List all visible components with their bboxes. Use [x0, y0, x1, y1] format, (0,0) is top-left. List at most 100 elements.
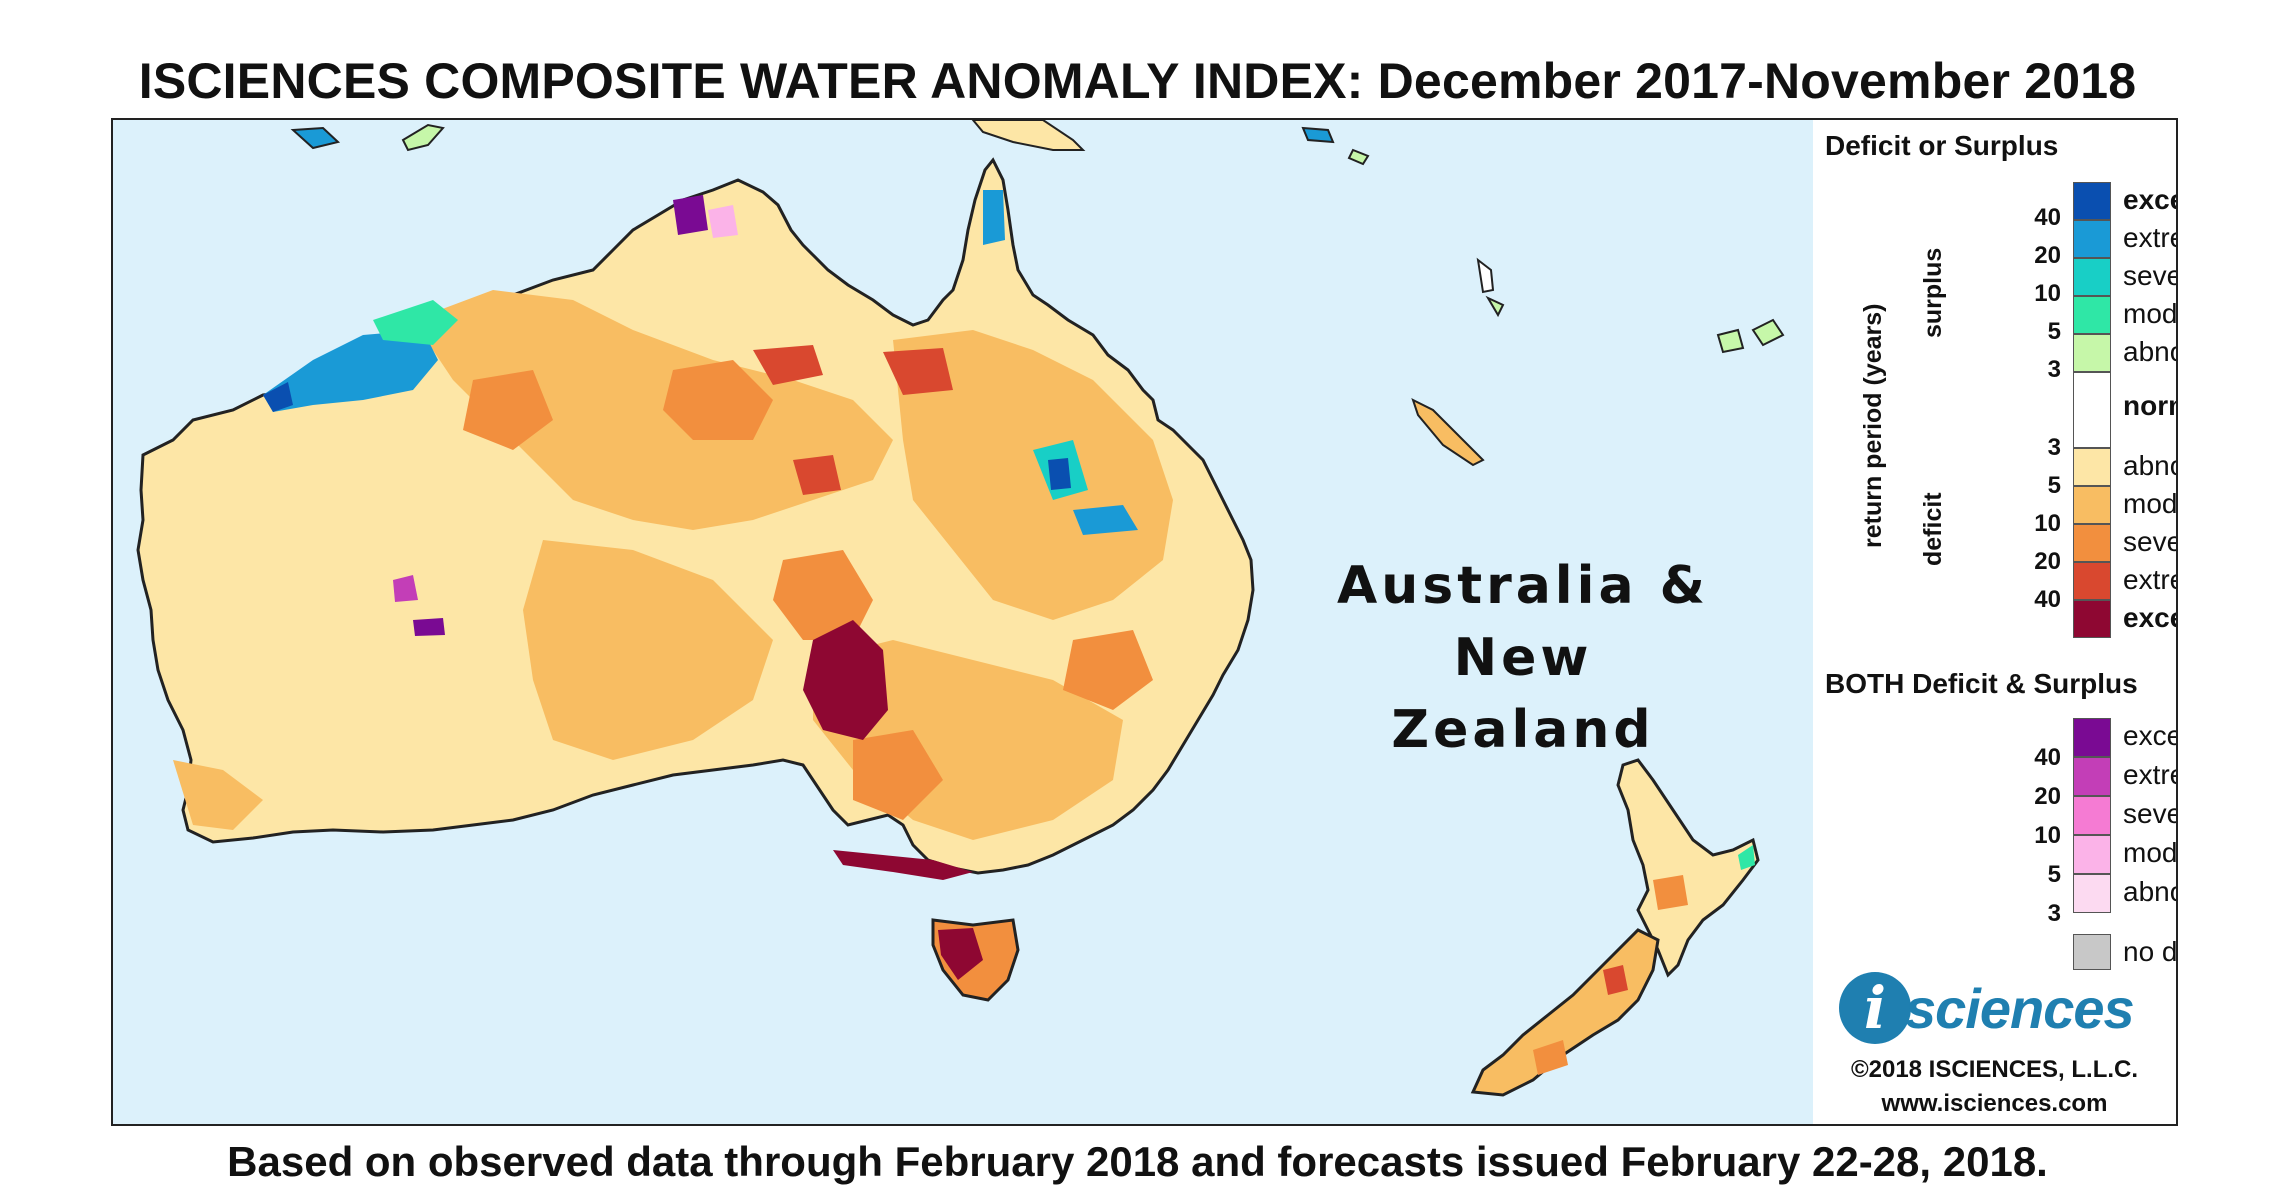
nz-north-severe-deficit	[1653, 875, 1688, 910]
severe-deficit-patch-5	[853, 730, 943, 820]
legend-surplus-tick-0: 40	[2034, 204, 2061, 231]
legend-surplus-tick-2: 10	[2034, 280, 2061, 307]
legend-deficit-label-2: severe	[2123, 526, 2176, 557]
both-severe-west	[393, 575, 418, 602]
severe-deficit-patch-2	[463, 370, 553, 450]
legend-deficit-tick-3: 20	[2034, 548, 2061, 575]
both-exceptional-north	[673, 195, 708, 235]
legend-both-swatch-1	[2073, 757, 2111, 796]
island-fragment-6	[1476, 257, 1495, 294]
legend-both-tick-3: 5	[2047, 861, 2061, 888]
new-zealand-north-island	[1616, 758, 1760, 978]
legend-surplus-tick-4: 3	[2047, 356, 2061, 383]
new-guinea-fragment-1	[290, 126, 341, 150]
extreme-deficit-north-1	[753, 345, 823, 385]
island-fragment-4	[1301, 126, 1335, 144]
legend-surplus-swatch-4	[2073, 334, 2111, 372]
both-moderate-north	[708, 205, 738, 238]
isciences-logo-circle	[1839, 972, 1911, 1044]
legend-surplus-label-1: extreme	[2123, 222, 2176, 253]
severe-deficit-patch-3	[773, 550, 873, 640]
moderate-surplus-northwest	[373, 300, 458, 345]
moderate-deficit-region-southwest	[173, 760, 263, 830]
exceptional-deficit-central	[803, 620, 888, 740]
exceptional-surplus-northwest	[263, 382, 293, 412]
new-zealand-south-island	[1470, 928, 1660, 1097]
legend-deficit-swatch-0	[2073, 448, 2111, 486]
legend-swatch-normal	[2073, 372, 2111, 448]
moderate-deficit-region-central	[523, 540, 773, 760]
legend-surplus-tick-1: 20	[2034, 242, 2061, 269]
new-guinea-fragment-2	[401, 123, 445, 152]
nz-north-surplus	[1738, 845, 1755, 870]
extreme-deficit-north-2	[883, 348, 953, 395]
tasmania-exceptional-deficit	[938, 928, 983, 980]
legend-deficit-label: deficit	[1919, 492, 1947, 566]
legend-surplus-swatch-3	[2073, 296, 2111, 334]
legend-deficit-tick-4: 40	[2034, 586, 2061, 613]
legend-both-title: BOTH Deficit & Surplus	[1825, 668, 2138, 699]
isciences-logo-letter: i	[1863, 974, 1887, 1042]
legend-panel: Deficit or Surplus return period (years)…	[1813, 120, 2176, 1124]
legend-surplus-swatch-1	[2073, 220, 2111, 258]
legend-surplus-swatch-0	[2073, 182, 2111, 220]
legend-deficit-swatch-3	[2073, 562, 2111, 600]
legend-surplus-swatch-2	[2073, 258, 2111, 296]
website-link[interactable]: www.isciences.com	[1881, 1090, 2108, 1117]
extreme-surplus-northwest	[263, 330, 438, 412]
legend-swatch-no-data	[2073, 934, 2111, 970]
legend-surplus-label-3: moderate	[2123, 298, 2178, 329]
exceptional-deficit-south-coast	[833, 850, 973, 880]
legend-surplus-tick-3: 5	[2047, 318, 2061, 345]
nz-south-severe-deficit	[1533, 1040, 1568, 1075]
extreme-surplus-northeast	[983, 190, 1005, 245]
legend-deficit-label-0: abnormal	[2123, 450, 2176, 481]
moderate-deficit-region-east	[893, 330, 1173, 620]
copyright-text: ©2018 ISCIENCES, L.L.C.	[1850, 1056, 2139, 1083]
island-fragment-5	[1347, 148, 1370, 166]
region-label-line-1: Australia &	[1337, 556, 1709, 616]
legend-both-swatch-0	[2073, 718, 2111, 757]
region-label: Australia & New Zealand	[1313, 550, 1733, 766]
map-canvas	[136, 120, 1785, 1097]
legend-both-label-2: severe	[2123, 798, 2176, 829]
legend-both-label-1: extreme	[2123, 759, 2176, 790]
legend-deficit-swatch-2	[2073, 524, 2111, 562]
island-fragment-9	[1716, 328, 1745, 354]
island-fragment-8	[1751, 318, 1785, 347]
legend-deficit-swatch-1	[2073, 486, 2111, 524]
legend-surplus-label: surplus	[1919, 247, 1947, 338]
legend-deficit-tick-0: 3	[2047, 434, 2061, 461]
legend-both-swatch-2	[2073, 796, 2111, 835]
both-exceptional-west	[413, 618, 445, 636]
footer-note: Based on observed data through February …	[227, 1138, 2048, 1185]
legend-axis-label: return period (years)	[1859, 303, 1887, 548]
exceptional-surplus-east	[1048, 458, 1071, 490]
severe-surplus-coast	[1073, 505, 1138, 535]
severe-deficit-patch-4	[1063, 630, 1153, 710]
legend-both-label-3: moderate	[2123, 837, 2178, 868]
legend-both-swatch-4	[2073, 874, 2111, 913]
legend-label-no-data: no data	[2123, 936, 2178, 967]
moderate-deficit-region-north	[413, 290, 893, 530]
extreme-deficit-center	[793, 455, 841, 495]
legend-surplus-label-0: exceptional	[2123, 184, 2176, 215]
region-label-line-2: New Zealand	[1391, 628, 1655, 760]
legend-both-tick-1: 20	[2034, 783, 2061, 810]
legend-both-label-0: exceptional	[2123, 720, 2176, 751]
legend-deficit-label-3: extreme	[2123, 564, 2176, 595]
map-frame: Australia & New Zealand Deficit or Surpl…	[111, 118, 2178, 1126]
legend-both-tick-4: 3	[2047, 900, 2061, 927]
legend-deficit-label-1: moderate	[2123, 488, 2178, 519]
legend-label-normal: normal	[2123, 390, 2176, 421]
map-title: ISCIENCES COMPOSITE WATER ANOMALY INDEX:…	[138, 53, 2137, 109]
nz-south-extreme-deficit	[1603, 965, 1628, 995]
legend-both-tick-0: 40	[2034, 744, 2061, 771]
legend-surplus-label-2: severe	[2123, 260, 2176, 291]
legend-deficit-surplus-title: Deficit or Surplus	[1825, 130, 2059, 161]
legend-deficit-label-4: exceptional	[2123, 602, 2176, 633]
new-caledonia	[1411, 398, 1485, 467]
legend-both-label-4: abnormal	[2123, 876, 2176, 907]
legend-both-tick-2: 10	[2034, 822, 2061, 849]
new-guinea-fragment-3	[971, 120, 1086, 151]
